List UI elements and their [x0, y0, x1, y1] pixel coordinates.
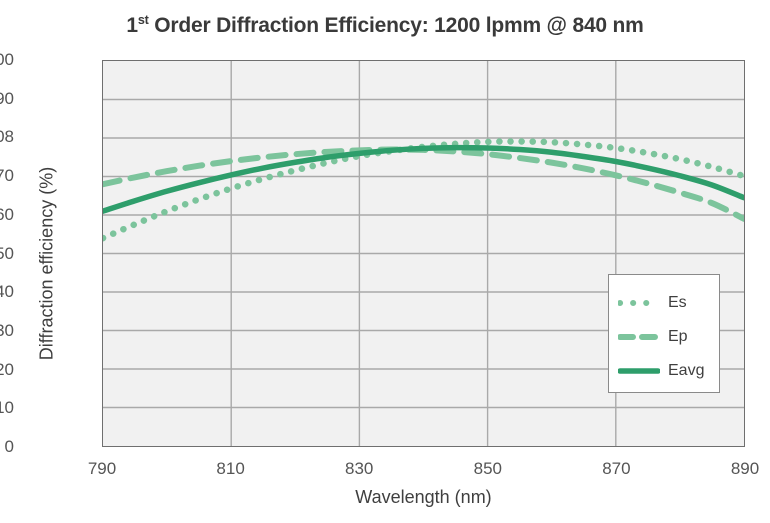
y-tick-label: 10	[0, 398, 14, 418]
legend-label-es: Es	[668, 294, 687, 311]
legend-label-ep: Ep	[668, 328, 688, 345]
x-tick-label: 850	[473, 459, 502, 478]
legend-label-eavg: Eavg	[668, 362, 705, 379]
legend-swatch-ep	[618, 334, 660, 340]
y-tick-label: 60	[0, 204, 14, 224]
legend-swatch-eavg	[618, 368, 660, 374]
y-tick-label: 30	[0, 320, 14, 340]
y-tick-label: 08	[0, 127, 14, 147]
chart-title: 1st Order Diffraction Efficiency: 1200 l…	[0, 14, 770, 38]
y-axis-title: Diffraction efficiency (%)	[36, 166, 57, 361]
y-tick-label: 50	[0, 243, 14, 263]
x-tick-label: 870	[602, 459, 631, 478]
y-tick-label: 20	[0, 359, 14, 379]
legend-item-es[interactable]: Es	[609, 286, 721, 320]
x-tick-label: 790	[87, 459, 117, 478]
y-tick-label: 90	[0, 88, 14, 108]
y-tick-label: 0	[4, 437, 14, 456]
legend-swatch-es	[618, 300, 660, 306]
x-tick-label: 830	[345, 459, 374, 478]
x-tick-label: 890	[730, 459, 760, 478]
x-axis-title: Wavelength (nm)	[355, 487, 492, 507]
x-tick-label: 810	[216, 459, 245, 478]
chart-legend: Es Ep Eavg	[608, 274, 720, 393]
chart-title-prefix: 1	[126, 14, 138, 37]
chart-title-superscript: st	[137, 13, 149, 27]
y-tick-label: 40	[0, 282, 14, 302]
gridlines	[103, 61, 744, 446]
y-tick-label: 100	[0, 50, 14, 69]
legend-item-ep[interactable]: Ep	[609, 320, 721, 354]
series-lines	[103, 61, 744, 446]
chart-title-rest: Order Diffraction Efficiency: 1200 lpmm …	[148, 14, 644, 37]
y-tick-label: 70	[0, 166, 14, 186]
series-line-eavg	[103, 148, 744, 212]
legend-item-eavg[interactable]: Eavg	[609, 354, 721, 388]
